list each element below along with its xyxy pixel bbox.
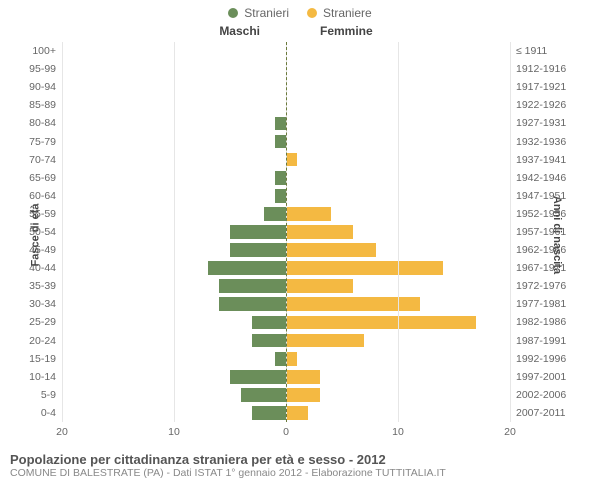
x-tick: 20 xyxy=(504,422,516,438)
y-tick-birth: 1947-1951 xyxy=(510,190,566,202)
y-tick-age: 85-89 xyxy=(29,99,62,111)
bar-female xyxy=(286,370,320,384)
y-tick-age: 40-44 xyxy=(29,262,62,274)
y-tick-age: 55-59 xyxy=(29,208,62,220)
bar-male xyxy=(230,243,286,257)
legend: Stranieri Straniere xyxy=(0,0,600,20)
y-tick-age: 70-74 xyxy=(29,154,62,166)
swatch-male xyxy=(228,8,238,18)
y-tick-birth: 1917-1921 xyxy=(510,81,566,93)
bar-male xyxy=(252,334,286,348)
legend-label-female: Straniere xyxy=(323,6,372,20)
y-tick-age: 5-9 xyxy=(41,389,62,401)
bar-female xyxy=(286,316,476,330)
y-tick-age: 65-69 xyxy=(29,172,62,184)
chart-subtitle: COMUNE DI BALESTRATE (PA) - Dati ISTAT 1… xyxy=(10,467,590,479)
bar-male xyxy=(208,261,286,275)
bar-male xyxy=(275,352,286,366)
y-tick-birth: 1952-1956 xyxy=(510,208,566,220)
bar-female xyxy=(286,406,308,420)
bar-male xyxy=(230,225,286,239)
x-tick: 10 xyxy=(168,422,180,438)
y-tick-age: 90-94 xyxy=(29,81,62,93)
y-tick-age: 45-49 xyxy=(29,244,62,256)
y-tick-birth: 1942-1946 xyxy=(510,172,566,184)
plot-area: 100+≤ 191195-991912-191690-941917-192185… xyxy=(62,42,510,422)
legend-item-male: Stranieri xyxy=(228,6,289,20)
y-tick-birth: 1937-1941 xyxy=(510,154,566,166)
y-tick-birth: ≤ 1911 xyxy=(510,45,547,57)
bar-female xyxy=(286,261,443,275)
y-tick-birth: 1977-1981 xyxy=(510,298,566,310)
x-tick: 10 xyxy=(392,422,404,438)
bar-male xyxy=(275,117,286,131)
y-tick-birth: 1932-1936 xyxy=(510,136,566,148)
bar-female xyxy=(286,334,364,348)
column-title-female: Femmine xyxy=(320,24,373,38)
y-tick-age: 80-84 xyxy=(29,117,62,129)
y-tick-birth: 1987-1991 xyxy=(510,335,566,347)
y-tick-age: 60-64 xyxy=(29,190,62,202)
bar-male xyxy=(219,279,286,293)
grid-line xyxy=(174,42,175,422)
y-tick-age: 95-99 xyxy=(29,63,62,75)
y-tick-birth: 1992-1996 xyxy=(510,353,566,365)
y-tick-age: 50-54 xyxy=(29,226,62,238)
y-tick-age: 20-24 xyxy=(29,335,62,347)
bar-male xyxy=(219,297,286,311)
y-tick-birth: 2002-2006 xyxy=(510,389,566,401)
y-tick-birth: 1912-1916 xyxy=(510,63,566,75)
y-tick-birth: 1927-1931 xyxy=(510,117,566,129)
bar-male xyxy=(264,207,286,221)
y-tick-birth: 1967-1971 xyxy=(510,262,566,274)
bar-male xyxy=(275,171,286,185)
bar-male xyxy=(252,406,286,420)
y-tick-age: 35-39 xyxy=(29,280,62,292)
grid-line xyxy=(62,42,63,422)
y-tick-age: 30-34 xyxy=(29,298,62,310)
legend-item-female: Straniere xyxy=(307,6,372,20)
bar-male xyxy=(275,135,286,149)
y-tick-age: 25-29 xyxy=(29,316,62,328)
legend-label-male: Stranieri xyxy=(244,6,289,20)
footer: Popolazione per cittadinanza straniera p… xyxy=(0,450,600,479)
y-tick-birth: 2007-2011 xyxy=(510,407,565,419)
bar-female xyxy=(286,207,331,221)
y-tick-age: 75-79 xyxy=(29,136,62,148)
bar-female xyxy=(286,297,420,311)
y-tick-birth: 1957-1961 xyxy=(510,226,566,238)
y-tick-birth: 1922-1926 xyxy=(510,99,566,111)
bar-female xyxy=(286,279,353,293)
x-tick: 0 xyxy=(283,422,289,438)
center-line xyxy=(286,42,287,422)
bar-female xyxy=(286,153,297,167)
y-tick-birth: 1962-1966 xyxy=(510,244,566,256)
column-title-male: Maschi xyxy=(219,24,260,38)
y-tick-age: 100+ xyxy=(32,45,62,57)
bar-male xyxy=(252,316,286,330)
bar-female xyxy=(286,243,376,257)
y-tick-age: 15-19 xyxy=(29,353,62,365)
chart-area: Maschi Femmine Fasce di età Anni di nasc… xyxy=(0,20,600,450)
y-tick-age: 10-14 xyxy=(29,371,62,383)
x-tick: 20 xyxy=(56,422,68,438)
y-tick-age: 0-4 xyxy=(41,407,62,419)
y-tick-birth: 1997-2001 xyxy=(510,371,566,383)
bar-male xyxy=(275,189,286,203)
swatch-female xyxy=(307,8,317,18)
bar-female xyxy=(286,388,320,402)
chart-title: Popolazione per cittadinanza straniera p… xyxy=(10,452,590,467)
y-tick-birth: 1972-1976 xyxy=(510,280,566,292)
grid-line xyxy=(398,42,399,422)
grid-line xyxy=(510,42,511,422)
bar-female xyxy=(286,352,297,366)
bar-male xyxy=(241,388,286,402)
bar-male xyxy=(230,370,286,384)
bar-female xyxy=(286,225,353,239)
y-tick-birth: 1982-1986 xyxy=(510,316,566,328)
